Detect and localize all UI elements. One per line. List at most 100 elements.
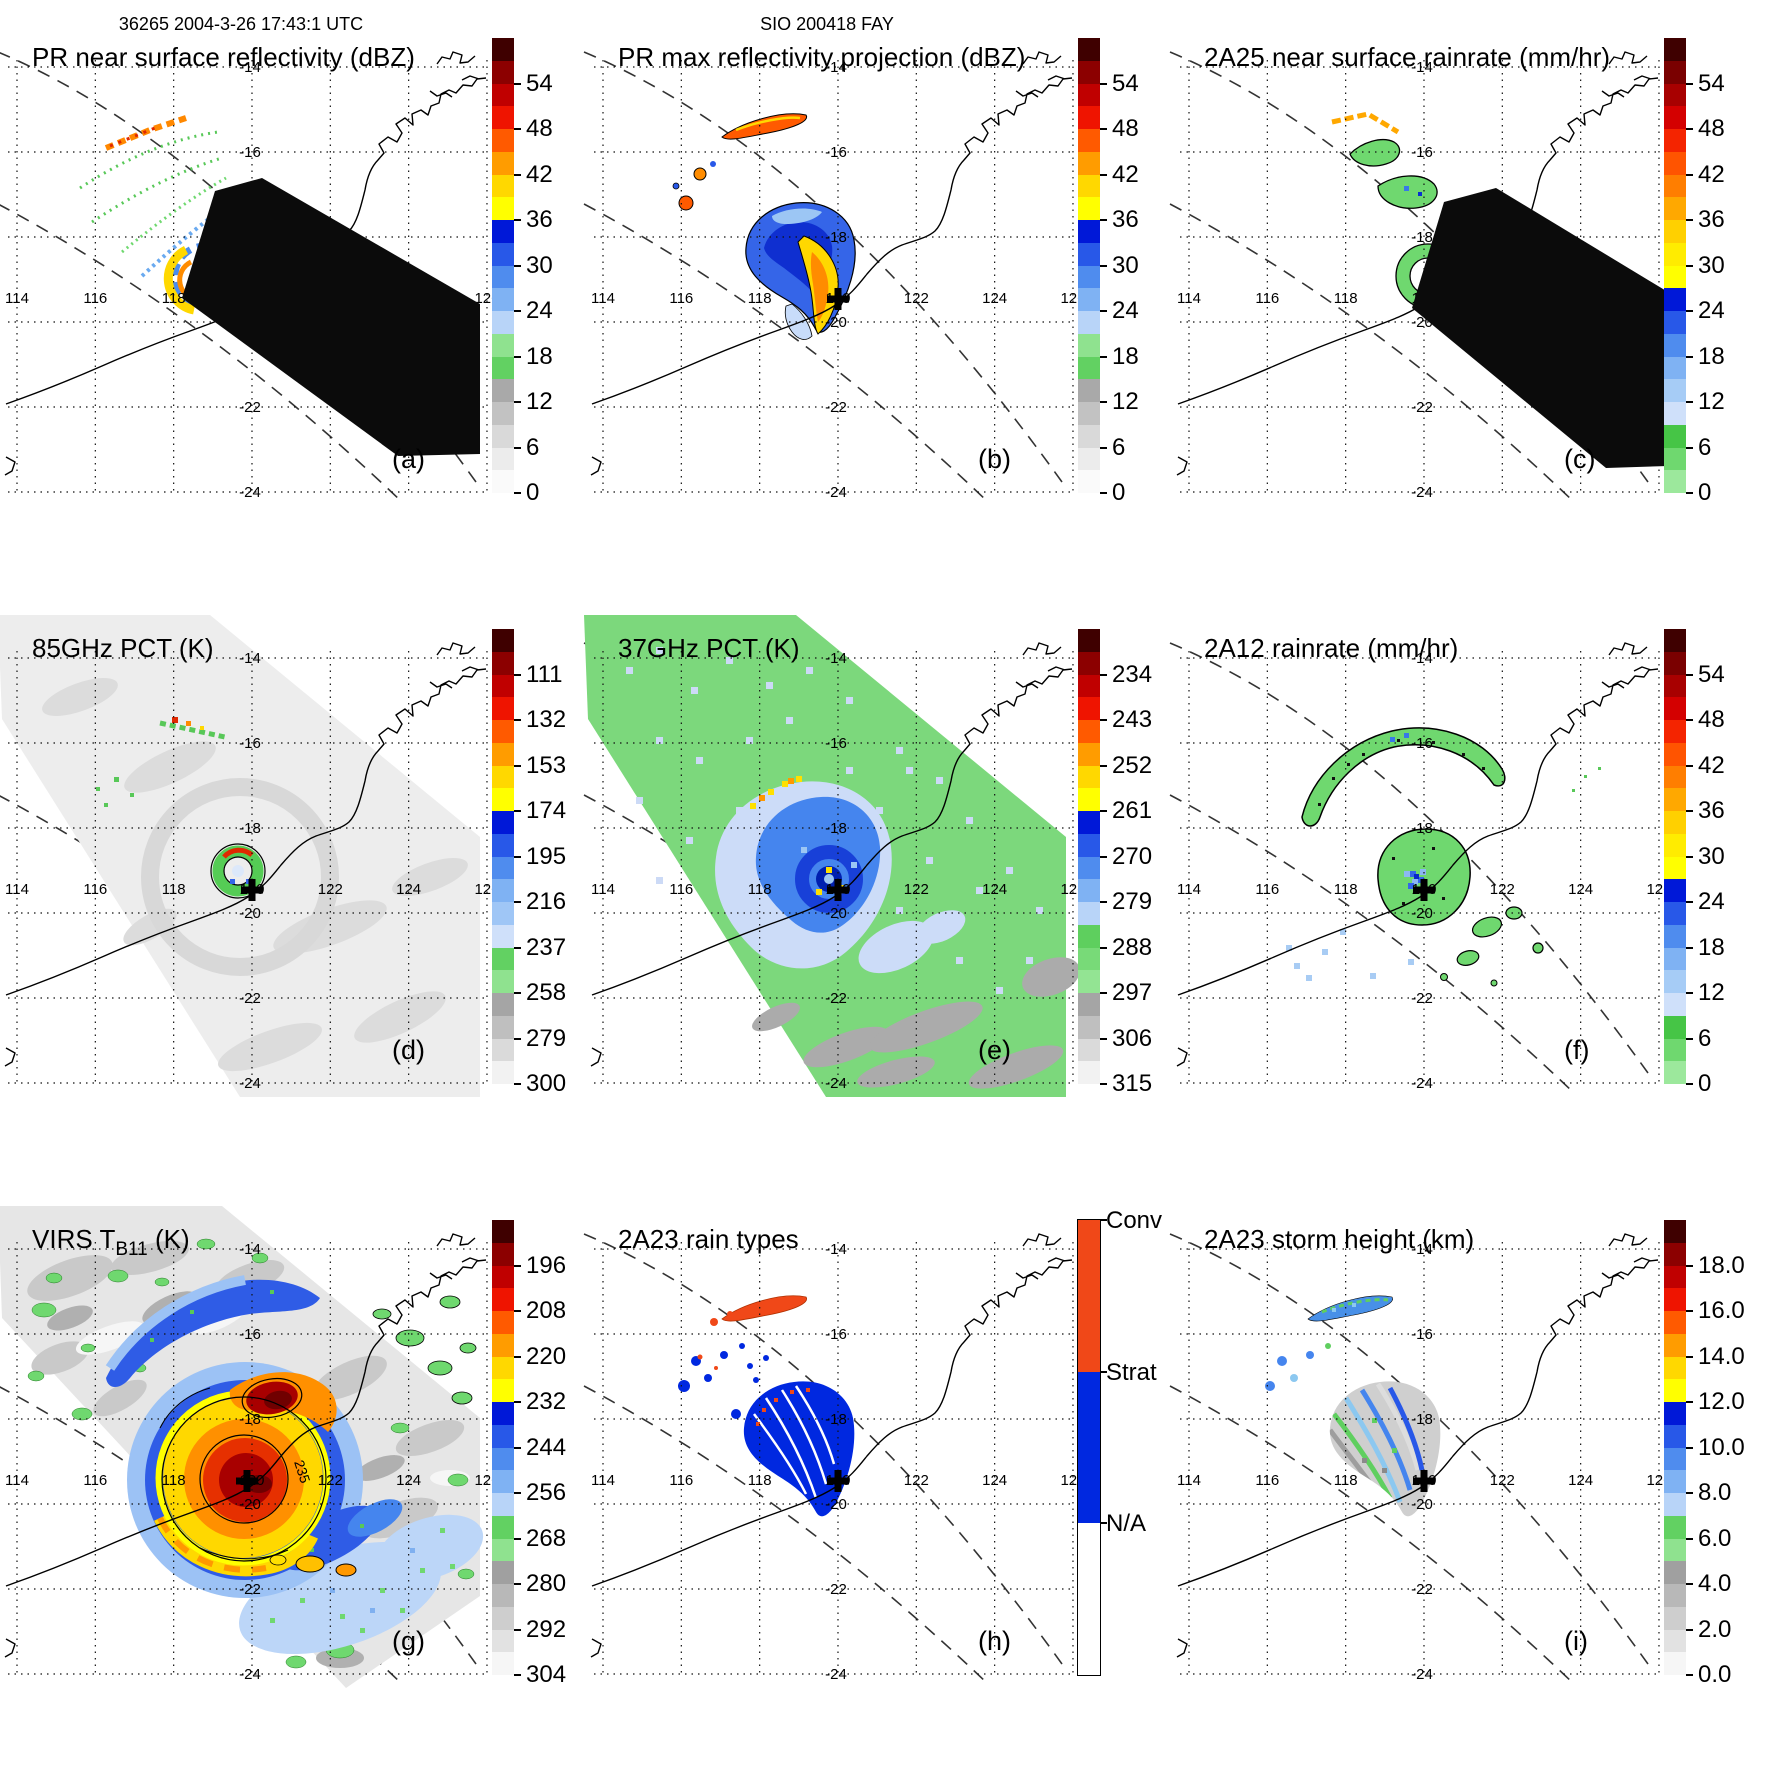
header-storm-id: SIO 200418 FAY — [760, 14, 894, 34]
colorbar-tick — [514, 1674, 521, 1676]
colorbar-e: 234 243 252 261 270 279 288 297 306 315 — [1078, 629, 1178, 1097]
panel-f-letter: (f) — [1564, 1035, 1589, 1065]
panel-h-title: 2A23 rain types — [618, 1224, 799, 1254]
colorbar-tick — [514, 1083, 521, 1085]
colorbar-tick — [514, 1310, 521, 1312]
colorbar-segment — [492, 311, 514, 334]
lon-label: 118 — [1334, 881, 1358, 898]
lon-label: 114 — [591, 290, 615, 307]
panel-d-map: 114116118120122124126-14-16-18-20-22-24 … — [0, 615, 499, 1097]
colorbar-segment — [1664, 197, 1686, 220]
land-green-patches — [372, 1295, 477, 1405]
colorbar-tick — [514, 1401, 521, 1403]
colorbar-tick — [1686, 1492, 1693, 1494]
colorbar-segment — [1078, 197, 1100, 220]
colorbar-tick — [1686, 173, 1693, 176]
lon-label: 114 — [591, 881, 615, 898]
lon-label: 116 — [83, 290, 107, 307]
colorbar-label: 132 — [526, 706, 567, 733]
colorbar-tick — [1100, 401, 1107, 403]
colorbar-segment — [492, 470, 514, 493]
panel-d-letter: (d) — [392, 1035, 425, 1065]
colorbar-tick — [514, 173, 521, 176]
colorbar-tick — [1100, 82, 1107, 85]
colorbar-tick — [1100, 673, 1107, 676]
colorbar-segment — [1664, 1424, 1686, 1448]
colorbar-tick — [1686, 1446, 1693, 1449]
colorbar-tick — [1686, 1264, 1693, 1267]
lon-label: 116 — [83, 881, 107, 898]
colorbar-segment — [492, 697, 514, 720]
colorbar-segment — [492, 1356, 514, 1380]
colorbar-segment — [492, 1311, 514, 1334]
lat-label: -24 — [825, 484, 847, 501]
colorbar-segment — [492, 1424, 514, 1448]
lat-label: -20 — [1411, 905, 1433, 922]
colorbar-tick — [1686, 355, 1693, 358]
colorbar-tick — [1686, 1583, 1693, 1585]
lat-label: -22 — [825, 990, 847, 1007]
colorbar-segment — [1078, 1523, 1100, 1676]
colorbar-segment — [1664, 424, 1686, 448]
lon-label: 124 — [396, 1472, 421, 1489]
lat-label: -18 — [825, 1411, 847, 1428]
colorbar-segment — [492, 288, 514, 311]
colorbar-label: 42 — [526, 160, 553, 188]
lat-label: -14 — [1411, 650, 1433, 667]
colorbar-h: Conv Strat N/A — [1077, 1208, 1178, 1676]
lat-label: -22 — [1411, 399, 1433, 416]
colorbar-label: 232 — [526, 1388, 567, 1415]
colorbar-segment — [492, 265, 514, 289]
lat-label: -20 — [825, 1496, 847, 1513]
colorbar-label: 18 — [1698, 342, 1725, 370]
cloud-ring — [141, 778, 339, 976]
colorbar-segment — [492, 151, 514, 175]
colorbar-tick — [1686, 1674, 1693, 1676]
colorbar-label: 304 — [526, 1661, 567, 1688]
colorbar-segment — [1078, 106, 1100, 129]
colorbar-segment — [1078, 902, 1100, 925]
lon-label: 118 — [162, 881, 186, 898]
colorbar-label: 6 — [1698, 433, 1712, 461]
lat-label: -20 — [239, 1496, 261, 1513]
colorbar-label: 0 — [526, 479, 540, 506]
colorbar-segment — [1078, 1061, 1100, 1084]
colorbar-segment — [1664, 1379, 1686, 1402]
colorbar-label: 270 — [1112, 842, 1153, 870]
lon-label: 118 — [1334, 1472, 1358, 1489]
colorbar-segment — [492, 1061, 514, 1084]
colorbar-segment — [492, 333, 514, 357]
colorbar-segment — [1078, 924, 1100, 948]
colorbar-tick — [1686, 810, 1693, 812]
lat-label: -16 — [825, 1326, 847, 1343]
colorbar-segment — [492, 924, 514, 948]
colorbar-tick — [1100, 992, 1107, 994]
colorbar-segment — [1078, 674, 1100, 698]
colorbar-tick — [1686, 1037, 1693, 1040]
colorbar-segment — [1664, 60, 1686, 84]
colorbar-strip — [492, 629, 514, 1084]
colorbar-segment — [1664, 811, 1686, 834]
tmi-rainrate-blobs — [1286, 727, 1601, 987]
lat-label: -14 — [1411, 59, 1433, 76]
colorbar-segment — [492, 1265, 514, 1289]
colorbar-tick — [514, 1446, 521, 1449]
graticule: 114116118120122124126-14-16-18-20-22-24 — [1177, 650, 1671, 1092]
colorbar-g: 196 208 220 232 244 256 268 280 292 304 — [492, 1220, 592, 1688]
panel-a-title: PR near surface reflectivity (dBZ) — [32, 42, 415, 72]
lat-label: -14 — [239, 650, 261, 667]
colorbar-tick — [1100, 355, 1107, 358]
lat-label: -14 — [239, 1241, 261, 1258]
colorbar-tick — [1100, 1522, 1107, 1525]
lon-label: 116 — [1255, 881, 1279, 898]
colorbar-segment — [1664, 924, 1686, 948]
colorbar-label: 18 — [1112, 342, 1139, 370]
lat-label: -18 — [825, 820, 847, 837]
colorbar-tick — [1100, 901, 1107, 903]
colorbar-segment — [1664, 1038, 1686, 1062]
colorbar-segment — [492, 742, 514, 766]
colorbar-label: 36 — [1698, 206, 1725, 233]
lon-label: 114 — [5, 1472, 29, 1489]
colorbar-label: 237 — [526, 933, 567, 961]
colorbar-label: 6.0 — [1698, 1524, 1732, 1552]
